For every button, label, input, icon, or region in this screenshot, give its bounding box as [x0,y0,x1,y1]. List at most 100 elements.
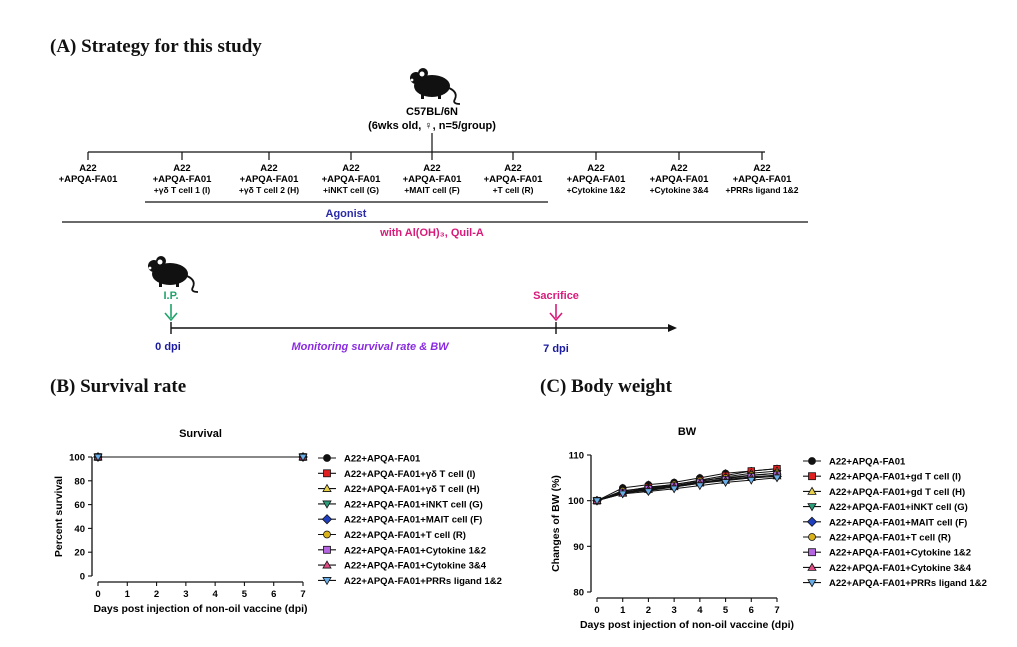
group-line3-label: +Cytokine 1&2 [567,185,626,195]
x-tick-label: 0 [594,605,599,616]
legend-marker [807,579,817,588]
y-tick-label: 110 [569,451,584,462]
legend-marker [808,472,816,481]
y-tick-label: 80 [573,588,584,599]
legend-marker [807,486,817,495]
data-point [746,476,756,485]
panel-a-title: (A) Strategy for this study [50,36,262,57]
group-line2-label: +APQA-FA01 [240,174,300,185]
series-line [596,475,778,502]
x-axis-label: Days post injection of non-oil vaccine (… [580,619,794,631]
legend-marker [808,457,816,465]
x-tick-label: 7 [774,605,779,616]
data-point [93,453,103,462]
sacrifice-arrow-icon [549,304,563,322]
x-tick-label: 0 [95,589,100,600]
x-tick-label: 4 [212,589,218,600]
group-line2-label: +APQA-FA01 [59,174,119,185]
x-tick-label: 1 [620,605,626,616]
group-line3-label: +T cell (R) [493,185,534,195]
body-weight-chart: BW 80 90 100 110 0 1 2 3 4 5 6 7 Days post injection … [550,426,987,631]
legend-label: A22+APQA-FA01 [344,454,421,465]
data-point [592,497,602,506]
legend-marker [323,469,331,478]
x-tick-label: 3 [183,589,188,600]
data-point [298,453,308,462]
group-line1-label: A22 [670,163,687,174]
group-line1-label: A22 [260,163,277,174]
legend-label: A22+APQA-FA01+Cytokine 3&4 [829,563,972,574]
group-line2-label: +APQA-FA01 [733,174,793,185]
survival-chart: Survival 0 20 40 60 80 100 0 1 2 3 4 5 6 7 Days post in… [53,428,502,615]
group-line3-label: +MAIT cell (F) [404,185,460,195]
group-line1-label: A22 [753,163,770,174]
mouse-icon [410,68,461,105]
x-tick-label: 5 [723,605,729,616]
x-tick-label: 1 [125,589,131,600]
legend-label: A22+APQA-FA01+T cell (R) [344,530,466,541]
legend-label: A22+APQA-FA01+Cytokine 1&2 [829,548,971,559]
legend-label: A22+APQA-FA01+γδ T cell (H) [344,484,480,495]
legend-label: A22+APQA-FA01 [829,457,906,468]
group-line1-label: A22 [342,163,359,174]
group-line1-label: A22 [79,163,96,174]
strain-label: C57BL/6N [406,106,458,118]
legend-marker [807,503,817,512]
legend-marker [808,548,816,557]
y-tick-label: 60 [74,500,85,511]
legend-label: A22+APQA-FA01+iNKT cell (G) [829,502,968,513]
group-line1-label: A22 [587,163,604,174]
strain-detail-label: (6wks old, ♀, n=5/group) [368,120,496,132]
group-line2-label: +APQA-FA01 [403,174,463,185]
group-line1-label: A22 [504,163,521,174]
y-tick-label: 100 [69,453,85,464]
group-line3-label: +iNKT cell (G) [323,185,379,195]
group-line3-label: +Cytokine 3&4 [650,185,709,195]
data-point [669,485,679,494]
legend-marker [321,514,333,525]
panel-b-title: (B) Survival rate [50,376,187,397]
legend-marker [322,483,332,492]
x-tick-label: 4 [697,605,703,616]
legend-label: A22+APQA-FA01+Cytokine 3&4 [344,561,487,572]
x-tick-label: 3 [671,605,676,616]
y-tick-label: 20 [74,548,85,559]
legend-label: A22+APQA-FA01+gd T cell (I) [829,472,961,483]
x-tick-label: 2 [646,605,651,616]
data-point [618,490,628,499]
data-point [721,479,731,487]
ip-arrow-icon [164,304,178,322]
group-line3-label: +γδ T cell 1 (I) [154,185,211,195]
legend-marker [323,454,331,462]
monitor-label: Monitoring survival rate & BW [291,341,450,353]
y-tick-label: 100 [568,496,584,507]
legend-label: A22+APQA-FA01+PRRs ligand 1&2 [829,578,987,589]
legend-label: A22+APQA-FA01+iNKT cell (G) [344,499,483,510]
y-tick-label: 0 [80,572,85,583]
legend-label: A22+APQA-FA01+Cytokine 1&2 [344,545,486,556]
group-line2-label: +APQA-FA01 [153,174,213,185]
adjuvant-label: with Al(OH)₃, Quil-A [379,227,484,239]
group-line3-label: +PRRs ligand 1&2 [726,185,799,195]
x-tick-label: 2 [154,589,159,600]
x-tick-label: 6 [271,589,276,600]
mouse-icon [148,256,199,293]
x-tick-label: 6 [749,605,754,616]
timeline-arrow-icon [668,324,677,332]
group-line1-label: A22 [423,163,440,174]
ip-label: I.P. [163,290,178,302]
chart-title: Survival [179,428,222,440]
sacrifice-label: Sacrifice [533,290,579,302]
legend-marker [808,533,816,541]
legend-marker [806,516,818,527]
legend-label: A22+APQA-FA01+MAIT cell (F) [344,515,482,526]
y-tick-label: 40 [74,524,85,535]
legend-marker [323,530,331,539]
data-point [695,482,705,491]
y-tick-label: 80 [74,476,85,487]
y-axis-label: Changes of BW (%) [550,475,562,572]
series-line [596,474,778,502]
x-tick-label: 7 [300,589,305,600]
